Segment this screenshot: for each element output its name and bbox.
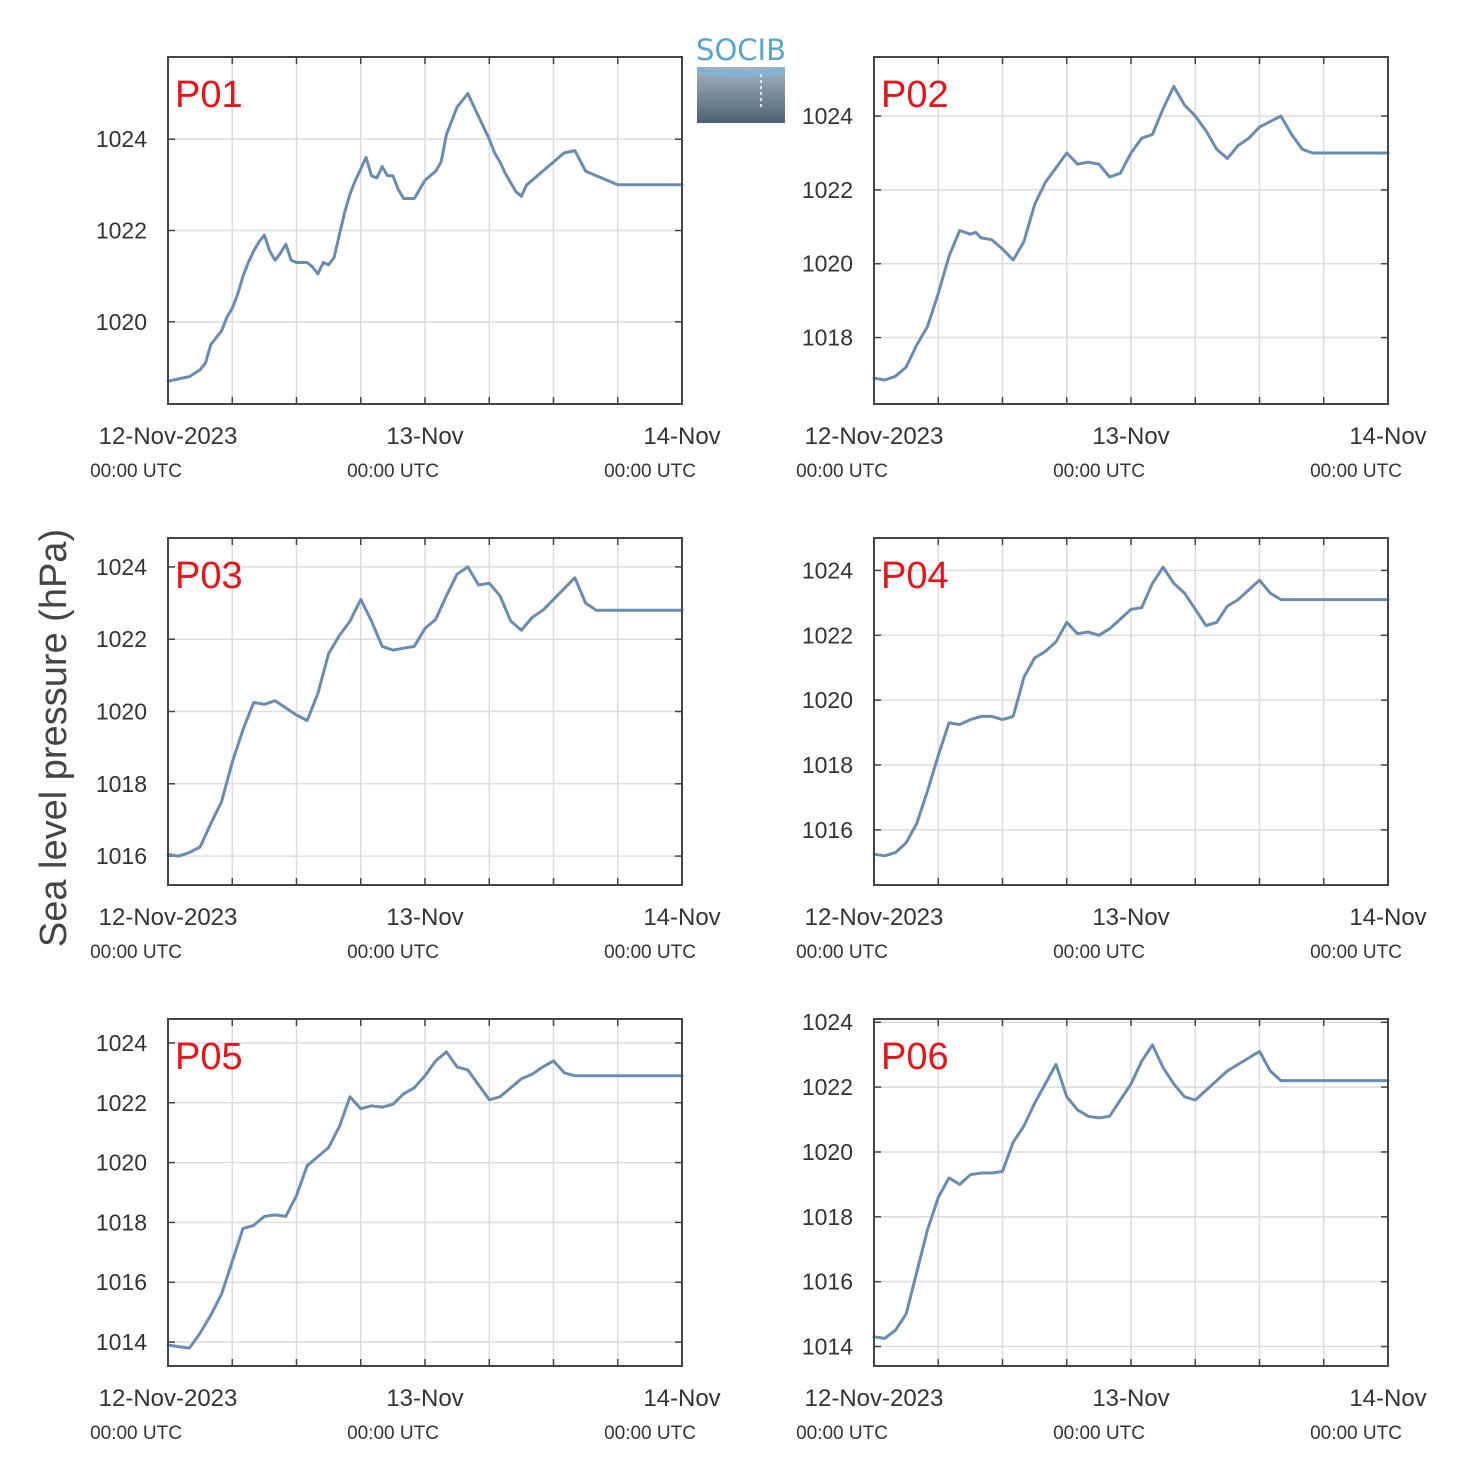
y-tick-label: 1014 xyxy=(802,1334,853,1360)
x-tick-label: 12-Nov-2023 xyxy=(99,904,238,931)
plot-frame xyxy=(167,56,683,405)
x-tick-sublabel: 00:00 UTC xyxy=(1053,942,1145,963)
y-tick-label: 1018 xyxy=(802,1204,853,1230)
panel-p06: 1014 1016 1018 1020 1022 1024 12-Nov-2023 00:00… xyxy=(796,1009,1427,1444)
plot-frame xyxy=(873,1018,1389,1367)
x-tick-label: 12-Nov-2023 xyxy=(805,904,944,931)
x-tick-sublabel: 00:00 UTC xyxy=(1053,1423,1145,1444)
plot-frame xyxy=(167,537,683,886)
panel-label: P03 xyxy=(175,555,243,597)
x-tick-sublabel: 00:00 UTC xyxy=(347,1423,439,1444)
x-tick-sublabel: 00:00 UTC xyxy=(796,461,888,482)
x-tick-sublabel: 00:00 UTC xyxy=(90,1423,182,1444)
y-axis-label: Sea level pressure (hPa) xyxy=(33,529,75,947)
y-tick-label: 1014 xyxy=(96,1329,147,1355)
plot-frame xyxy=(167,1018,683,1367)
y-tick-label: 1020 xyxy=(802,251,853,277)
x-tick-label: 12-Nov-2023 xyxy=(805,423,944,450)
panel-p05: 1014 1016 1018 1020 1022 1024 12-Nov-2023 00:00… xyxy=(90,1018,721,1444)
x-tick-label: 14-Nov xyxy=(643,1385,720,1412)
logo-text: SOCIB xyxy=(696,33,786,67)
x-tick-sublabel: 00:00 UTC xyxy=(796,942,888,963)
panel-label: P04 xyxy=(881,555,949,597)
panel-p04: 1016 1018 1020 1022 1024 12-Nov-2023 00:00 UTC… xyxy=(796,537,1427,963)
y-tick-label: 1022 xyxy=(96,1090,147,1116)
y-tick-label: 1022 xyxy=(802,177,853,203)
y-tick-label: 1016 xyxy=(96,843,147,869)
x-tick-label: 14-Nov xyxy=(1349,423,1426,450)
y-tick-label: 1016 xyxy=(96,1269,147,1295)
x-tick-label: 14-Nov xyxy=(643,904,720,931)
y-tick-label: 1024 xyxy=(96,1030,147,1056)
x-tick-sublabel: 00:00 UTC xyxy=(1053,461,1145,482)
y-tick-label: 1024 xyxy=(96,126,147,152)
panel-label: P02 xyxy=(881,74,949,116)
x-tick-label: 12-Nov-2023 xyxy=(805,1385,944,1412)
y-tick-label: 1018 xyxy=(802,325,853,351)
plot-frame xyxy=(873,537,1389,886)
x-tick-label: 13-Nov xyxy=(386,1385,463,1412)
y-tick-label: 1024 xyxy=(802,1009,853,1035)
series-line-p06 xyxy=(872,1043,1390,1340)
panel-label: P06 xyxy=(881,1036,949,1078)
y-tick-label: 1024 xyxy=(802,103,853,129)
x-tick-sublabel: 00:00 UTC xyxy=(1310,1423,1402,1444)
socib-logo: SOCIB xyxy=(696,33,786,123)
y-tick-label: 1020 xyxy=(802,1139,853,1165)
x-tick-sublabel: 00:00 UTC xyxy=(90,461,182,482)
panel-label: P01 xyxy=(175,74,243,116)
x-tick-sublabel: 00:00 UTC xyxy=(604,1423,696,1444)
x-tick-sublabel: 00:00 UTC xyxy=(90,942,182,963)
x-tick-label: 12-Nov-2023 xyxy=(99,1385,238,1412)
panel-p01: 1020 1022 1024 12-Nov-2023 00:00 UTC 13-Nov 00… xyxy=(90,56,721,482)
x-tick-label: 13-Nov xyxy=(1092,904,1169,931)
x-tick-label: 13-Nov xyxy=(386,904,463,931)
y-tick-label: 1016 xyxy=(802,817,853,843)
x-tick-label: 14-Nov xyxy=(1349,904,1426,931)
y-tick-label: 1020 xyxy=(96,699,147,725)
x-tick-label: 13-Nov xyxy=(386,423,463,450)
x-tick-sublabel: 00:00 UTC xyxy=(1310,461,1402,482)
y-tick-label: 1020 xyxy=(802,687,853,713)
x-tick-label: 12-Nov-2023 xyxy=(99,423,238,450)
y-tick-label: 1024 xyxy=(96,554,147,580)
series-line-p02 xyxy=(872,85,1390,382)
x-tick-label: 13-Nov xyxy=(1092,423,1169,450)
series-line-p04 xyxy=(872,565,1390,858)
panel-label: P05 xyxy=(175,1036,243,1078)
y-tick-label: 1018 xyxy=(96,771,147,797)
y-tick-label: 1022 xyxy=(96,626,147,652)
panel-p02: 1018 1020 1022 1024 12-Nov-2023 00:00 UTC 13-N… xyxy=(796,56,1427,482)
y-tick-label: 1016 xyxy=(802,1269,853,1295)
x-tick-sublabel: 00:00 UTC xyxy=(347,461,439,482)
x-tick-sublabel: 00:00 UTC xyxy=(1310,942,1402,963)
y-tick-label: 1020 xyxy=(96,1150,147,1176)
series-line-p03 xyxy=(166,565,684,858)
series-line-p01 xyxy=(166,92,684,383)
x-tick-label: 14-Nov xyxy=(1349,1385,1426,1412)
y-tick-label: 1018 xyxy=(802,752,853,778)
x-tick-label: 14-Nov xyxy=(643,423,720,450)
x-tick-label: 13-Nov xyxy=(1092,1385,1169,1412)
x-tick-sublabel: 00:00 UTC xyxy=(604,461,696,482)
x-tick-sublabel: 00:00 UTC xyxy=(796,1423,888,1444)
plot-frame xyxy=(873,56,1389,405)
y-tick-label: 1022 xyxy=(802,1074,853,1100)
series-line-p05 xyxy=(166,1050,684,1350)
y-tick-label: 1022 xyxy=(802,622,853,648)
x-tick-sublabel: 00:00 UTC xyxy=(604,942,696,963)
y-tick-label: 1022 xyxy=(96,218,147,244)
y-tick-label: 1018 xyxy=(96,1209,147,1235)
x-tick-sublabel: 00:00 UTC xyxy=(347,942,439,963)
y-tick-label: 1024 xyxy=(802,557,853,583)
panel-p03: 1016 1018 1020 1022 1024 12-Nov-2023 00:00 UTC… xyxy=(90,537,721,963)
y-tick-label: 1020 xyxy=(96,309,147,335)
panels: 1020 1022 1024 12-Nov-2023 00:00 UTC 13-Nov 00… xyxy=(90,56,1427,1444)
